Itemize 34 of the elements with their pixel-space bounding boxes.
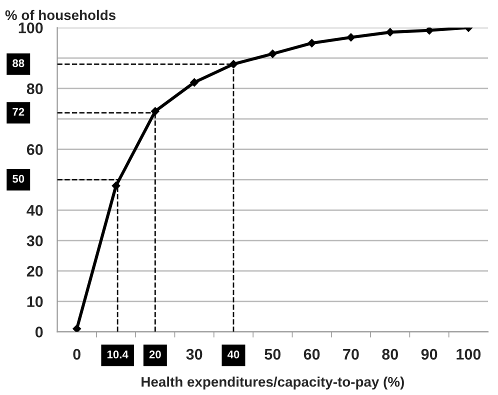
x-tick-label: 70 (343, 348, 359, 360)
x-tick-label: 60 (304, 348, 320, 360)
ref-line-label: 50 (12, 174, 24, 183)
point (151, 107, 160, 116)
y-tick-label: 0 (35, 326, 43, 338)
y-tick-label: 40 (26, 205, 43, 216)
point (112, 182, 120, 190)
y-tick-label: 20 (26, 266, 43, 277)
x-tick-label: 30 (186, 348, 202, 360)
point (346, 33, 356, 42)
x-axis-title: Health expenditures/capacity-to-pay (%) (142, 376, 404, 390)
x-tick-label: 90 (421, 348, 438, 360)
y-tick-label: 80 (26, 83, 43, 94)
point (425, 28, 434, 35)
point (190, 78, 198, 87)
point (268, 50, 277, 58)
ref-line-label: 40 (227, 350, 240, 358)
y-tick-label: 60 (26, 144, 43, 155)
ref-line-label: 20 (149, 350, 161, 358)
ref-line-label: 88 (12, 59, 24, 68)
point (229, 60, 238, 68)
ref-line-label: 10.4 (107, 350, 128, 358)
ref-line-label: 72 (12, 108, 24, 116)
x-tick-label: 0 (73, 348, 80, 360)
x-tick-label: 100 (456, 348, 481, 360)
y-tick-label: 30 (26, 235, 43, 246)
point (386, 28, 394, 36)
x-tick-label: 80 (382, 348, 398, 360)
y-axis-title: % of households (5, 10, 116, 20)
point (308, 39, 316, 48)
y-tick-label: 10 (27, 296, 43, 308)
x-tick-label: 50 (264, 348, 281, 360)
y-tick-label: 100 (18, 22, 43, 34)
point (72, 324, 81, 332)
